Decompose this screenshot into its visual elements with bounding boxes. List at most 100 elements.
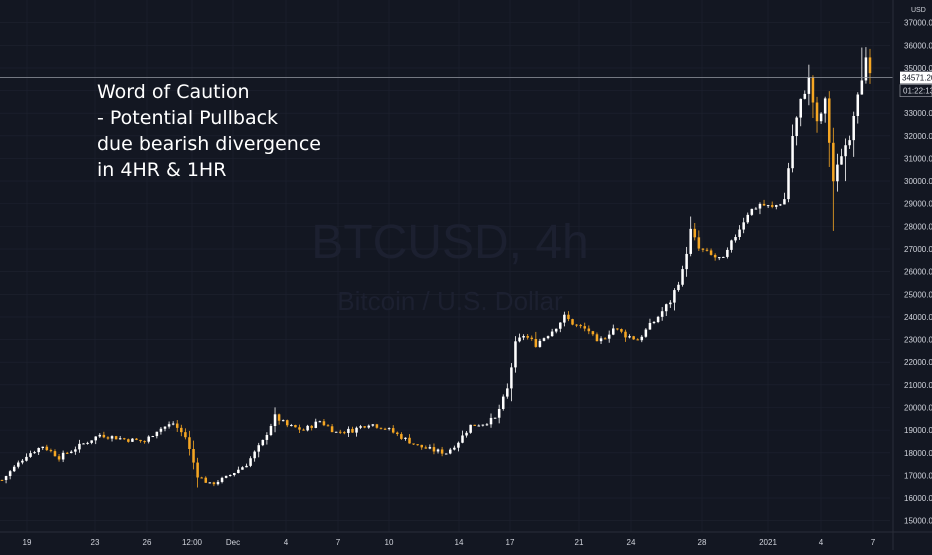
candle-body (245, 465, 248, 468)
candle-body (167, 424, 171, 427)
candle-body (559, 322, 562, 329)
price-axis-tick: 24000.00 (904, 313, 932, 322)
candle-body (74, 449, 77, 452)
time-axis-panel[interactable] (0, 532, 932, 550)
last-price-tag: 34571.20 01:22:13 (899, 71, 932, 97)
price-axis-tick: 32000.00 (904, 132, 932, 141)
grid-lines (0, 0, 890, 532)
price-axis-tick: 27000.00 (904, 245, 932, 254)
candle-body (45, 446, 49, 451)
candle-body (550, 331, 554, 337)
candle-body (856, 94, 860, 116)
candle-body (746, 214, 750, 223)
candle-body (375, 424, 379, 428)
candle-body (49, 450, 53, 452)
candle-body (713, 254, 717, 258)
candle-body (648, 322, 652, 330)
candle-body (391, 428, 395, 433)
candle-body (204, 477, 208, 483)
candle-body (644, 329, 648, 337)
candle-body (461, 435, 464, 443)
price-axis-tick: 35000.00 (904, 64, 932, 73)
candlestick-series (0, 47, 872, 488)
candle-body (693, 228, 697, 238)
candle-body (571, 319, 574, 325)
candle-body (697, 237, 701, 249)
watermark-symbol: BTCUSD, 4h (311, 216, 588, 269)
candle-body (106, 437, 110, 439)
candle-body (131, 438, 134, 442)
candle-body (237, 469, 240, 474)
last-price-box (900, 71, 932, 84)
candle-body (94, 436, 97, 441)
candle-body (538, 340, 542, 347)
time-axis-tick: 7 (336, 538, 341, 547)
candle-body (241, 467, 244, 470)
candle-body (233, 473, 236, 476)
candle-body (163, 426, 167, 429)
candle-body (868, 57, 872, 74)
candle-body (408, 437, 411, 444)
candle-body (180, 427, 183, 433)
candle-body (489, 417, 493, 425)
candle-body (563, 314, 566, 323)
candle-body (184, 432, 187, 438)
candle-body (367, 425, 371, 428)
price-axis-tick: 29000.00 (904, 200, 932, 209)
time-axis-tick: 14 (455, 538, 464, 547)
candle-body (689, 228, 692, 254)
price-axis-tick: 18000.00 (904, 449, 932, 458)
candle-body (175, 423, 179, 428)
candle-body (440, 449, 444, 454)
candle-body (730, 240, 733, 250)
candle-body (848, 140, 851, 146)
candle-body (98, 434, 102, 437)
candle-body (61, 452, 65, 460)
annotation-line-3: due bearish divergence (97, 133, 321, 155)
candle-body (579, 325, 582, 327)
candle-body (612, 328, 615, 335)
candle-body (591, 331, 595, 335)
candle-body (102, 434, 106, 438)
candle-body (269, 426, 273, 436)
candle-body (766, 205, 770, 207)
candle-body (281, 420, 285, 422)
price-axis-tick: 23000.00 (904, 336, 932, 345)
candle-body (677, 284, 680, 291)
candle-body (155, 431, 159, 437)
candle-body (306, 425, 309, 431)
price-axis-tick: 28000.00 (904, 222, 932, 231)
bar-countdown: 01:22:13 (903, 87, 932, 96)
time-axis-tick: 7 (871, 538, 876, 547)
candle-body (383, 428, 387, 430)
time-axis-tick: Dec (226, 538, 240, 547)
candle-body (359, 426, 362, 428)
candle-body (147, 436, 150, 442)
candle-body (669, 302, 672, 305)
price-axis-tick: 25000.00 (904, 290, 932, 299)
candle-body (314, 421, 318, 428)
candle-body (261, 439, 265, 446)
candle-body (726, 249, 729, 257)
candle-body (673, 290, 676, 303)
candle-body (603, 338, 607, 340)
candle-body (208, 482, 212, 484)
candle-body (750, 208, 754, 215)
candle-body (122, 438, 126, 440)
price-axis-tick: 30000.00 (904, 177, 932, 186)
candle-body (717, 257, 721, 259)
candle-body (546, 336, 550, 339)
candle-body (139, 439, 142, 442)
candle-body (400, 434, 403, 439)
candle-body (33, 452, 36, 454)
candle-body (285, 420, 289, 426)
candle-body (396, 432, 399, 435)
candle-body (253, 451, 256, 459)
time-axis-labels: 19 23 26 12:00 Dec 4 7 10 14 17 21 24 28 2021 4 7 (23, 538, 876, 547)
candle-body (497, 408, 501, 418)
candle-body (758, 203, 762, 209)
candle-body (424, 447, 428, 449)
price-axis-tick: 22000.00 (904, 358, 932, 367)
